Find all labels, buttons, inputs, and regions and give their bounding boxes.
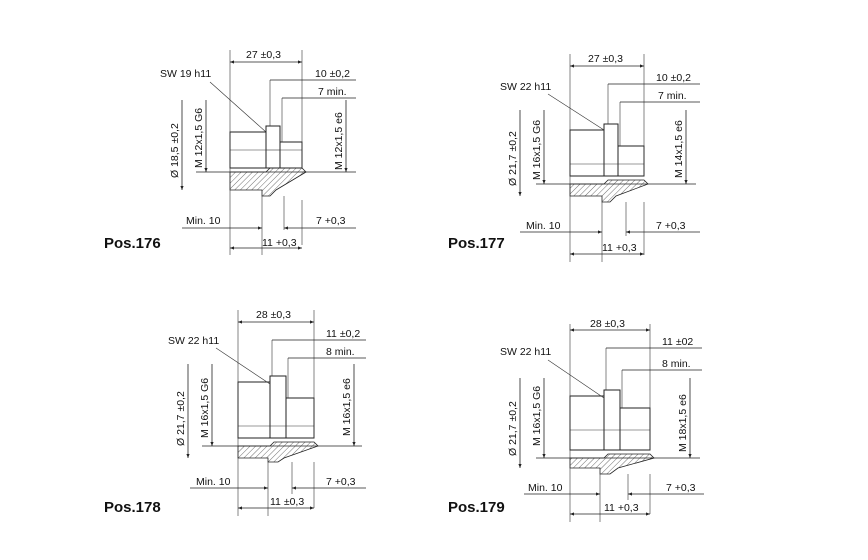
fitting-body	[196, 125, 356, 197]
diameter-label: Ø 18,5 ±0,2	[169, 123, 181, 178]
diameter-label: Ø 21,7 ±0,2	[507, 131, 519, 186]
overall-length-label: 28 ±0,3	[256, 309, 291, 321]
body-length-label: 11 +0,3	[604, 502, 639, 514]
inner-thread-label: M 16x1,5 G6	[199, 378, 211, 438]
inner-thread-label: M 12x1,5 G6	[193, 108, 205, 168]
tail-length-label: 7 +0,3	[656, 220, 686, 232]
tail-length-label: 7 +0,3	[326, 476, 356, 488]
min-length-label: Min. 10	[186, 215, 221, 227]
tail-length-label: 7 +0,3	[316, 215, 346, 227]
outer-thread-label: M 12x1,5 e6	[333, 112, 345, 170]
min-thread-label: 8 min.	[662, 358, 691, 370]
overall-length-label: 28 ±0,3	[590, 318, 625, 330]
fitting-body	[536, 123, 696, 203]
drawing-pos178: 28 ±0,3 11 ±0,2 8 min. SW 22 h11 Ø 21,7 …	[104, 309, 366, 516]
thread-length-label: 10 ±0,2	[656, 72, 691, 84]
drawing-title: Pos.178	[104, 499, 161, 516]
body-length-label: 11 +0,3	[602, 242, 637, 254]
drawing-pos179: 28 ±0,3 11 ±02 8 min. SW 22 h11 Ø 21,7 ±…	[448, 318, 704, 522]
hex-size-label: SW 19 h11	[160, 68, 211, 80]
drawing-title: Pos.179	[448, 499, 505, 516]
outer-thread-label: M 14x1,5 e6	[673, 120, 685, 178]
min-length-label: Min. 10	[528, 482, 563, 494]
min-length-label: Min. 10	[526, 220, 561, 232]
diameter-label: Ø 21,7 ±0,2	[175, 391, 187, 446]
tail-length-label: 7 +0,3	[666, 482, 696, 494]
drawing-pos177: 27 ±0,3 10 ±0,2 7 min. SW 22 h11 Ø 21,7 …	[448, 53, 700, 262]
outer-thread-label: M 18x1,5 e6	[677, 394, 689, 452]
thread-length-label: 10 ±0,2	[315, 68, 350, 80]
hex-size-label: SW 22 h11	[500, 346, 551, 358]
overall-length-label: 27 ±0,3	[246, 49, 281, 61]
fitting-body	[536, 389, 700, 475]
drawing-title: Pos.176	[104, 235, 161, 252]
thread-length-label: 11 ±0,2	[326, 328, 360, 340]
body-length-label: 11 +0,3	[262, 237, 297, 249]
body-length-label: 11 ±0,3	[270, 496, 304, 508]
thread-length-label: 11 ±02	[662, 336, 693, 348]
min-thread-label: 7 min.	[658, 90, 687, 102]
overall-length-label: 27 ±0,3	[588, 53, 623, 65]
min-thread-label: 8 min.	[326, 346, 355, 358]
hex-size-label: SW 22 h11	[168, 335, 219, 347]
min-thread-label: 7 min.	[318, 86, 347, 98]
inner-thread-label: M 16x1,5 G6	[531, 386, 543, 446]
drawing-title: Pos.177	[448, 235, 505, 252]
diameter-label: Ø 21,7 ±0,2	[507, 401, 519, 456]
outer-thread-label: M 16x1,5 e6	[341, 378, 353, 436]
hex-size-label: SW 22 h11	[500, 81, 551, 93]
min-length-label: Min. 10	[196, 476, 231, 488]
fitting-body	[202, 375, 362, 463]
drawing-pos176: 27 ±0,3 10 ±0,2 7 min. SW 19 h11 Ø 18,5 …	[104, 49, 356, 255]
inner-thread-label: M 16x1,5 G6	[531, 120, 543, 180]
